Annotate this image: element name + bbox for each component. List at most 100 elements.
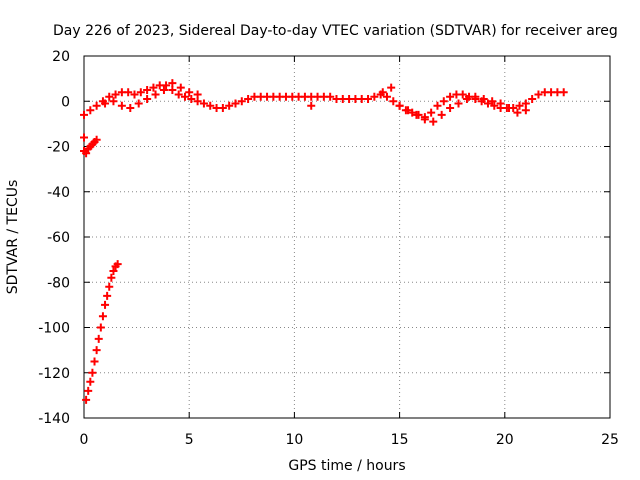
data-point bbox=[471, 92, 480, 101]
data-point bbox=[126, 104, 135, 113]
data-point bbox=[479, 94, 488, 103]
data-point bbox=[109, 97, 118, 106]
data-point bbox=[86, 106, 95, 115]
data-point bbox=[326, 92, 335, 101]
data-points bbox=[80, 79, 568, 404]
data-point bbox=[389, 97, 398, 106]
data-point bbox=[105, 282, 114, 291]
data-point bbox=[143, 94, 152, 103]
data-point bbox=[80, 133, 88, 142]
data-point bbox=[168, 79, 177, 88]
data-point bbox=[378, 88, 387, 97]
data-point bbox=[496, 99, 505, 108]
data-point bbox=[92, 346, 101, 355]
data-point bbox=[130, 90, 139, 99]
data-point bbox=[244, 94, 253, 103]
grid bbox=[84, 56, 610, 418]
data-point bbox=[176, 83, 185, 92]
data-point bbox=[521, 99, 530, 108]
data-point bbox=[370, 92, 379, 101]
data-point bbox=[225, 101, 234, 110]
x-tick-label: 5 bbox=[185, 432, 194, 448]
x-tick-label: 25 bbox=[601, 432, 619, 448]
data-point bbox=[446, 92, 455, 101]
y-tick-label: -120 bbox=[38, 366, 70, 382]
data-point bbox=[404, 106, 413, 115]
data-point bbox=[84, 386, 93, 395]
data-point bbox=[364, 94, 373, 103]
data-point bbox=[193, 97, 202, 106]
data-point bbox=[92, 135, 101, 144]
data-point bbox=[101, 99, 110, 108]
data-point bbox=[528, 94, 537, 103]
data-point bbox=[427, 108, 436, 117]
data-point bbox=[237, 97, 246, 106]
data-point bbox=[117, 101, 126, 110]
data-point bbox=[559, 88, 568, 97]
data-point bbox=[113, 260, 122, 269]
data-point bbox=[92, 101, 101, 110]
data-point bbox=[395, 101, 404, 110]
data-point bbox=[143, 85, 152, 94]
data-point bbox=[408, 108, 417, 117]
data-point bbox=[151, 90, 160, 99]
data-point bbox=[206, 101, 215, 110]
data-point bbox=[82, 395, 91, 404]
data-point bbox=[136, 88, 145, 97]
data-point bbox=[218, 104, 227, 113]
data-point bbox=[162, 81, 171, 90]
data-point bbox=[187, 94, 196, 103]
plot-frame bbox=[83, 55, 611, 419]
data-point bbox=[483, 99, 492, 108]
data-point bbox=[462, 94, 471, 103]
data-point bbox=[185, 88, 194, 97]
data-point bbox=[96, 323, 105, 332]
data-point bbox=[94, 334, 103, 343]
data-point bbox=[307, 101, 316, 110]
x-tick-label: 0 bbox=[80, 432, 89, 448]
data-point bbox=[149, 83, 158, 92]
data-point bbox=[180, 92, 189, 101]
data-point bbox=[111, 90, 120, 99]
data-point bbox=[82, 149, 91, 158]
data-point bbox=[86, 377, 95, 386]
data-point bbox=[88, 368, 97, 377]
data-point bbox=[382, 92, 391, 101]
data-point bbox=[513, 108, 522, 117]
data-point bbox=[412, 110, 421, 119]
data-point bbox=[433, 101, 442, 110]
y-tick-label: 0 bbox=[61, 94, 70, 110]
data-point bbox=[80, 110, 88, 119]
data-point bbox=[458, 90, 467, 99]
data-point bbox=[505, 104, 514, 113]
y-tick-label: -40 bbox=[47, 185, 70, 201]
data-point bbox=[101, 300, 110, 309]
data-point bbox=[534, 90, 543, 99]
x-tick-label: 20 bbox=[496, 432, 514, 448]
data-point bbox=[429, 117, 438, 126]
data-point bbox=[387, 83, 396, 92]
y-tick-label: -60 bbox=[47, 230, 70, 246]
data-point bbox=[168, 85, 177, 94]
data-point bbox=[124, 88, 133, 97]
data-point bbox=[159, 85, 168, 94]
data-point bbox=[109, 266, 118, 275]
y-tick-label: -100 bbox=[38, 321, 70, 337]
data-point bbox=[90, 357, 99, 366]
data-point bbox=[521, 106, 530, 115]
data-point bbox=[515, 101, 524, 110]
axis-ticks: 0 5 10 15 20 25 20 0 -20 -40 -60 -80 -100 -120 -140 bbox=[38, 49, 619, 448]
x-tick-label: 15 bbox=[391, 432, 409, 448]
data-point bbox=[107, 273, 116, 282]
data-point bbox=[446, 104, 455, 113]
data-point bbox=[103, 291, 112, 300]
data-point bbox=[105, 92, 114, 101]
data-point bbox=[420, 115, 429, 124]
y-tick-label: -20 bbox=[47, 140, 70, 156]
y-tick-label: -140 bbox=[38, 411, 70, 427]
data-point bbox=[488, 97, 497, 106]
data-point bbox=[98, 312, 107, 321]
data-point bbox=[490, 101, 499, 110]
data-point bbox=[199, 99, 208, 108]
